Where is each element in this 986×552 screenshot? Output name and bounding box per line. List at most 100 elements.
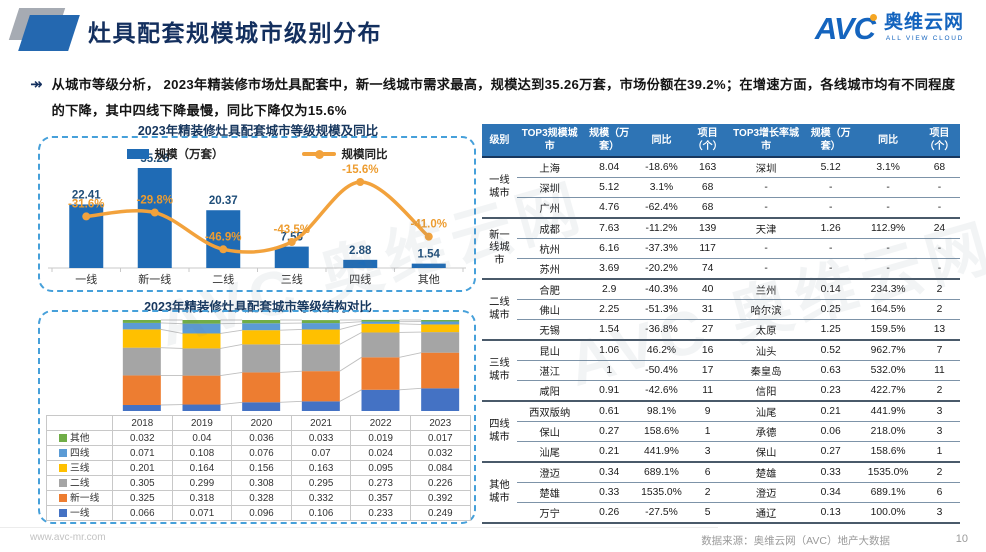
table-row: 保山 0.27 158.6% 1 承德 0.06 218.0% 3 xyxy=(482,421,960,442)
year-header: 2021 xyxy=(290,415,352,431)
avc-logo: AVC 奥维云网 ALL VIEW CLOUD xyxy=(815,13,964,44)
stack-segment xyxy=(122,347,161,376)
summary-text: 从城市等级分析， 2023年精装修市场灶具配套中，新一线城市需求最高，规模达到3… xyxy=(51,77,956,118)
cell: 成都 xyxy=(516,218,583,239)
table-row: 广州 4.76 -62.4% 68- - - - xyxy=(482,197,960,219)
title-decoration xyxy=(18,15,80,51)
trend-line-group: -31.6% -29.8% -46.9% -43.5% -15.6% -41.0% xyxy=(68,164,447,254)
cell: 太原 xyxy=(728,319,805,341)
stack-segment xyxy=(361,357,400,390)
cell: 1 xyxy=(918,441,960,463)
stack-segment xyxy=(301,323,340,330)
cell: 澄迈 xyxy=(728,482,805,503)
cell: -40.3% xyxy=(635,279,688,300)
value-cell: 0.096 xyxy=(231,505,292,521)
cell: 昆山 xyxy=(516,340,583,361)
column-header: TOP3增长率城市 xyxy=(728,124,805,158)
legend-swatch-icon xyxy=(59,478,67,487)
stack-segment xyxy=(182,333,221,349)
cell: 3.1% xyxy=(635,177,688,198)
cell: 澄迈 xyxy=(516,462,583,483)
cell: 信阳 xyxy=(728,380,805,402)
cell: - xyxy=(728,258,805,280)
cell: 0.14 xyxy=(804,279,858,300)
cell: 2.9 xyxy=(582,279,636,300)
legend-swatch-icon xyxy=(59,493,67,502)
bar-legend-swatch xyxy=(126,149,149,159)
cell: 0.21 xyxy=(804,401,858,422)
series-legend-cell: 四线 xyxy=(46,445,113,461)
scale-chart-title: 2023年精装修灶具配套城市等级规模及同比 xyxy=(137,124,379,138)
connector-line xyxy=(160,322,183,325)
cell: 422.7% xyxy=(857,380,919,402)
value-cell: 0.156 xyxy=(231,460,292,476)
value-cell: 0.024 xyxy=(350,445,411,461)
cell: 112.9% xyxy=(857,218,919,239)
bar xyxy=(274,246,309,268)
table-row: 深圳 5.12 3.1% 68- - - - xyxy=(482,177,960,198)
cell: 楚雄 xyxy=(516,482,583,503)
table-row: 苏州 3.69 -20.2% 74- - - - xyxy=(482,258,960,280)
cell: 31 xyxy=(687,299,729,320)
stack-segment xyxy=(301,320,340,324)
cell: 0.21 xyxy=(582,441,636,463)
cell: -27.5% xyxy=(635,502,688,524)
cell: 湛江 xyxy=(516,360,583,381)
legend-swatch-icon xyxy=(59,433,67,442)
year-header-row: 2018 2019 2020 2021 2022 2023 xyxy=(46,415,471,431)
table-row: 杭州 6.16 -37.3% 117- - - - xyxy=(482,238,960,259)
cell: 1 xyxy=(582,360,636,381)
cell: 3 xyxy=(918,421,960,442)
line-legend-swatch xyxy=(301,149,336,159)
bar-value-label: 7.55 xyxy=(281,232,304,244)
cell: 保山 xyxy=(516,421,583,442)
table-row: 其他城市 澄迈 0.34 689.1% 6 楚雄 0.33 1535.0% 2 xyxy=(482,462,960,524)
stack-segment xyxy=(301,401,340,411)
table-row: 四线 0.071 0.108 0.076 0.07 0.024 0.032 xyxy=(46,445,471,461)
line-point xyxy=(82,212,91,221)
cell: 46.2% xyxy=(635,340,688,361)
stack-segment xyxy=(242,330,281,345)
connector-line xyxy=(339,332,362,345)
value-cell: 0.305 xyxy=(112,475,173,491)
cell: 0.23 xyxy=(804,380,858,402)
value-cell: 0.071 xyxy=(171,505,233,521)
value-cell: 0.295 xyxy=(290,475,352,491)
city-table-head: 级别 TOP3规模城市 规模（万套） 同比 项目（个） TOP3增长率城市 规模（万套） 同比… xyxy=(482,124,960,158)
value-cell: 0.095 xyxy=(350,460,411,476)
table-row: 咸阳 0.91 -42.6% 11 信阳 0.23 422.7% 2 xyxy=(482,380,960,402)
header-row: 级别 TOP3规模城市 规模（万套） 同比 项目（个） TOP3增长率城市 规模（万套） 同比… xyxy=(482,124,960,158)
cell: 5 xyxy=(687,502,729,524)
value-cell: 0.318 xyxy=(171,490,233,506)
table-row: 一线城市 上海 8.04 -18.6% 163 深圳 5.12 3.1% 68 xyxy=(482,157,960,219)
cell: 5.12 xyxy=(582,177,636,198)
cell: 11 xyxy=(687,380,729,402)
connector-line xyxy=(399,387,422,391)
table-row: 三线城市 昆山 1.06 46.2% 16 汕头 0.52 962.7% 7 xyxy=(482,340,960,402)
table-row: 一线 0.066 0.071 0.096 0.106 0.233 0.249 xyxy=(46,505,471,521)
series-legend-cell: 其他 xyxy=(46,430,113,446)
scale-chart-panel: 规模（万套） 规模同比 一线 新一线 二线 三线 四线 其他 22.41 35.26 20.37… xyxy=(38,136,476,292)
cell: 万宁 xyxy=(516,502,583,524)
value-cell: 0.392 xyxy=(409,490,471,506)
connector-line xyxy=(220,401,243,405)
bar-legend-label: 规模（万套） xyxy=(154,149,224,161)
value-cell: 0.036 xyxy=(231,430,292,446)
cell: 天津 xyxy=(728,218,805,239)
stack-segment xyxy=(361,323,400,333)
table-row: 楚雄 0.33 1535.0% 2 澄迈 0.34 689.1% 6 xyxy=(482,482,960,503)
cell: 0.33 xyxy=(582,482,636,503)
cell: 5.12 xyxy=(804,157,858,178)
table-row: 二线 0.305 0.299 0.308 0.295 0.273 0.226 xyxy=(46,475,471,491)
table-row: 新一线城市 成都 7.63 -11.2% 139 天津 1.26 112.9% 24 xyxy=(482,218,960,280)
table-row: 三线 0.201 0.164 0.156 0.163 0.095 0.084 xyxy=(46,460,471,476)
footer-source: 数据来源：奥维云网（AVC）地产大数据 xyxy=(701,535,890,547)
cell: 2 xyxy=(918,462,960,483)
cell: 汕尾 xyxy=(728,401,805,422)
cell: 0.27 xyxy=(582,421,636,442)
value-cell: 0.017 xyxy=(409,430,471,446)
level-cell: 新一线城市 xyxy=(482,218,517,280)
stack-segment xyxy=(182,323,221,334)
stack-segment xyxy=(182,320,221,324)
avc-logo-mark: AVC xyxy=(815,13,877,44)
